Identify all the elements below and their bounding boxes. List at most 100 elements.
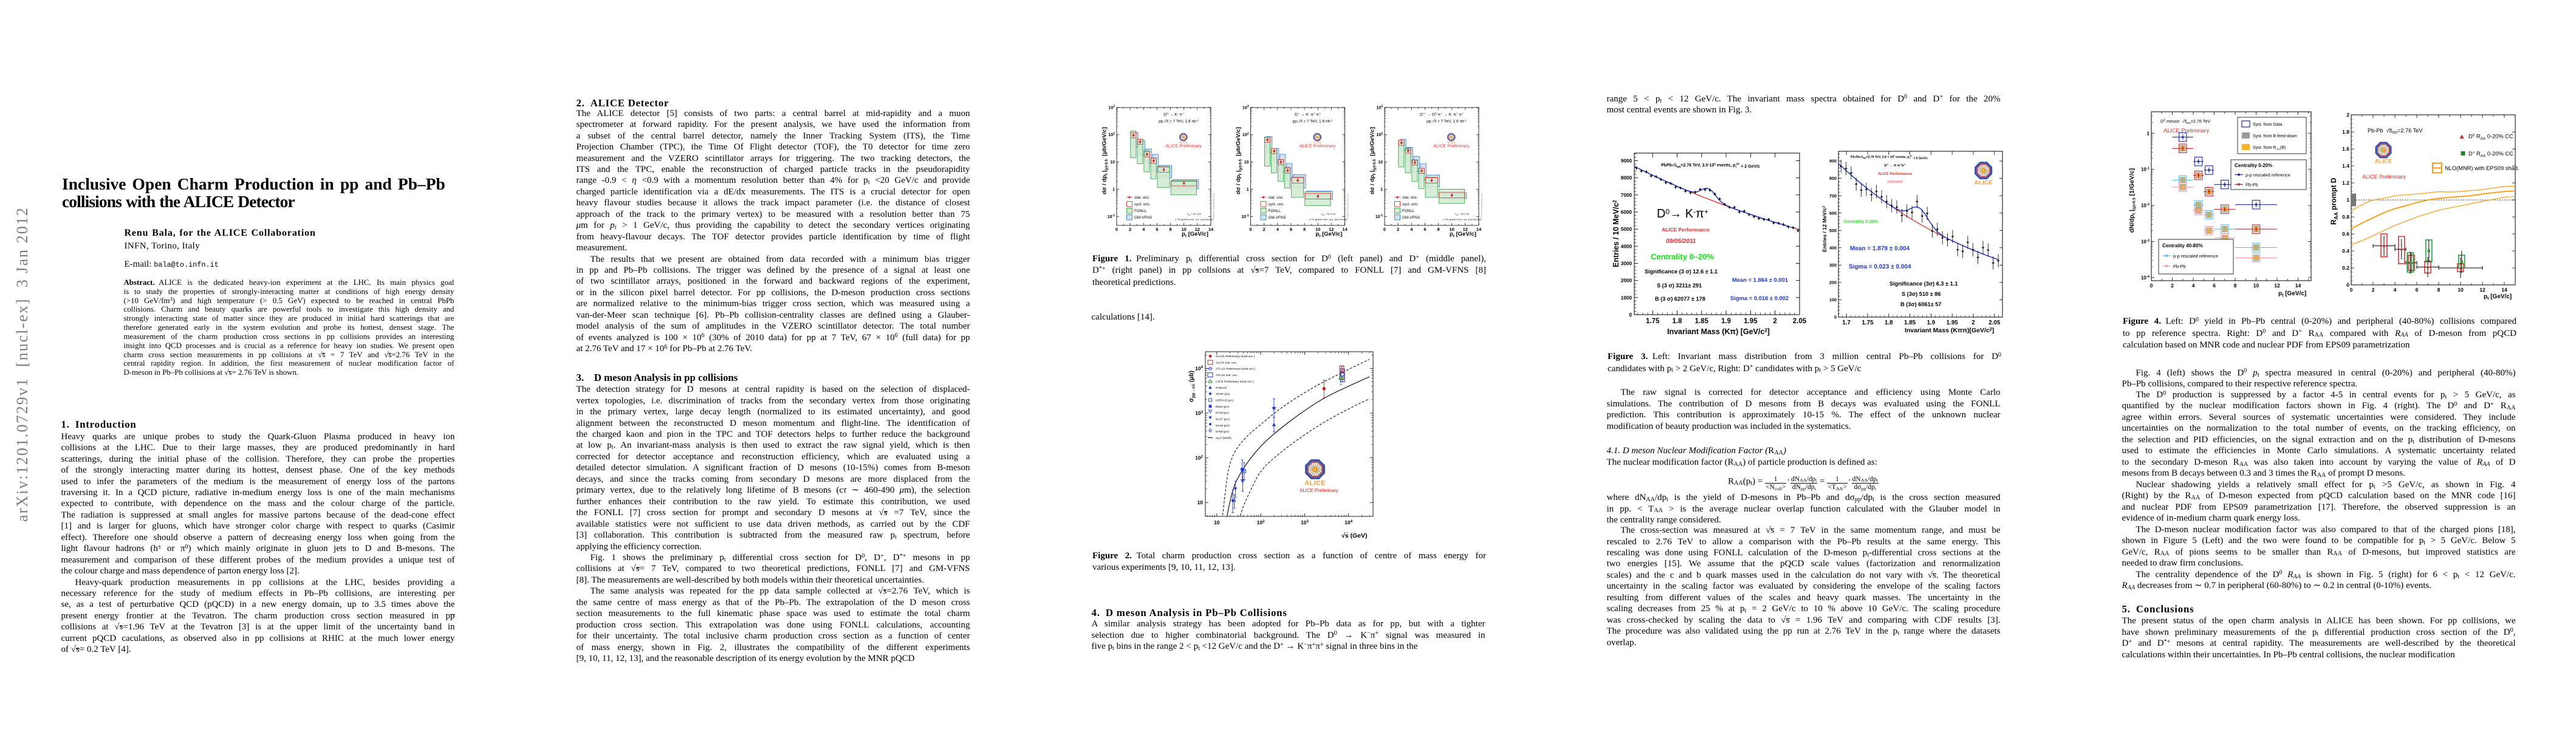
svg-text:σpp→cc̅ (μb): σpp→cc̅ (μb) <box>1188 371 1196 402</box>
svg-text:12: 12 <box>1195 227 1200 232</box>
svg-text:0: 0 <box>2350 287 2353 293</box>
svg-text:8: 8 <box>2234 282 2237 289</box>
svg-text:0.4: 0.4 <box>2342 248 2349 254</box>
svg-text:± 7% global norm. unc. (not sh: ± 7% global norm. unc. (not shown) <box>1175 218 1214 221</box>
svg-text:10: 10 <box>1182 227 1187 232</box>
svg-text:1.9: 1.9 <box>1721 318 1731 325</box>
svg-text:pp,√s̅ = 7 TeV, 1.6 nb-1: pp,√s̅ = 7 TeV, 1.6 nb-1 <box>1427 118 1467 123</box>
svg-text:Invariant Mass (Kππ)[GeV/c2]: Invariant Mass (Kππ)[GeV/c2] <box>1905 327 1994 334</box>
svg-text:13/05/2011: 13/05/2011 <box>1887 180 1903 184</box>
svg-text:ATLAS Preliminary (total unc.): ATLAS Preliminary (total unc.) <box>1216 368 1256 371</box>
svg-text:√s̅ (GeV): √s̅ (GeV) <box>1341 532 1368 539</box>
svg-text:Syst. from B feed-down: Syst. from B feed-down <box>2253 134 2297 139</box>
svg-text:1.8: 1.8 <box>1673 318 1683 325</box>
svg-text:0: 0 <box>2346 282 2349 288</box>
svg-text:dσ / dpt ||y|<0.5 [μb/GeV/c]: dσ / dpt ||y|<0.5 [μb/GeV/c] <box>1235 127 1243 194</box>
svg-text:2: 2 <box>1397 227 1399 232</box>
svg-text:103: 103 <box>1195 410 1203 416</box>
svg-text:1.4: 1.4 <box>2342 163 2349 169</box>
svg-text:2: 2 <box>1773 318 1776 325</box>
svg-text:8000: 8000 <box>1621 176 1632 181</box>
svg-text:6: 6 <box>1290 227 1292 232</box>
svg-text:0: 0 <box>1629 312 1632 318</box>
svg-text:103: 103 <box>1108 105 1115 111</box>
svg-text:103: 103 <box>1301 519 1309 525</box>
svg-text:PWG3-Preliminary-024: PWG3-Preliminary-024 <box>1212 193 1215 219</box>
svg-text:FONLL: FONLL <box>1402 209 1415 213</box>
svg-text:GM-VFNS: GM-VFNS <box>1269 216 1286 220</box>
svg-text:2: 2 <box>1129 227 1131 232</box>
svg-text:NLO (MNR): NLO (MNR) <box>1216 437 1231 440</box>
svg-text:pt [GeV/c]: pt [GeV/c] <box>1316 231 1343 239</box>
svg-text:0: 0 <box>2150 282 2153 289</box>
svg-text:103: 103 <box>1242 105 1249 111</box>
svg-text:8: 8 <box>1303 227 1306 232</box>
svg-text:ALICE Preliminary: ALICE Preliminary <box>2362 174 2406 180</box>
svg-text:p-p rescaled reference: p-p rescaled reference <box>2245 173 2290 178</box>
svg-text:14: 14 <box>1342 227 1348 232</box>
svg-text:S (3 σ) 3211± 291: S (3 σ) 3211± 291 <box>1657 282 1702 289</box>
svg-text:102: 102 <box>1257 519 1265 525</box>
svg-text:10-1: 10-1 <box>1375 214 1383 219</box>
svg-text:500: 500 <box>1829 228 1837 233</box>
svg-text:D+ → K- π+ π+: D+ → K- π+ π+ <box>1295 112 1321 117</box>
svg-text:0: 0 <box>1115 227 1118 232</box>
svg-text:6: 6 <box>1156 227 1158 232</box>
svg-text:Syst. from Data: Syst. from Data <box>2253 123 2282 127</box>
svg-text:pt [GeV/c]: pt [GeV/c] <box>2278 290 2306 298</box>
svg-text:Mean = 1.864 ± 0.001: Mean = 1.864 ± 0.001 <box>1732 276 1788 283</box>
svg-text:12: 12 <box>2479 287 2485 293</box>
svg-text:300: 300 <box>1829 262 1837 268</box>
svg-text:14: 14 <box>1208 227 1214 232</box>
svg-text:12: 12 <box>2274 282 2280 289</box>
svg-text:B (3 σ) 62077 ± 178: B (3 σ) 62077 ± 178 <box>1655 296 1705 302</box>
svg-text:GM-VFNS: GM-VFNS <box>1402 216 1420 220</box>
svg-text:E653 (pA): E653 (pA) <box>1216 405 1229 409</box>
svg-text:2: 2 <box>2346 112 2349 118</box>
svg-text:10: 10 <box>1197 499 1204 505</box>
svg-text:FONLL: FONLL <box>1269 209 1281 213</box>
svg-text:10: 10 <box>1450 227 1454 232</box>
svg-text:Centrality 40-80%: Centrality 40-80% <box>2162 243 2203 248</box>
svg-text:E769 (pA): E769 (pA) <box>1216 430 1229 434</box>
svg-text:FONLL: FONLL <box>1134 209 1147 213</box>
svg-text:1.8: 1.8 <box>1885 320 1893 326</box>
svg-text:2000: 2000 <box>1621 278 1632 284</box>
svg-text:ALICE Performance: ALICE Performance <box>1662 227 1710 233</box>
svg-text:09/05/2011: 09/05/2011 <box>1666 238 1696 245</box>
svg-text:Pb-Pb: Pb-Pb <box>2245 182 2258 188</box>
svg-text:1000: 1000 <box>1621 295 1632 301</box>
svg-text:ALICE Performance: ALICE Performance <box>1878 173 1913 176</box>
svg-text:4: 4 <box>1410 227 1413 232</box>
svg-text:700: 700 <box>1829 193 1837 199</box>
svg-text:LHCb Preliminary (total unc.): LHCb Preliminary (total unc.) <box>1216 380 1254 383</box>
svg-text:RAA prompt D: RAA prompt D <box>2329 177 2339 225</box>
svg-text:GM-VFNS: GM-VFNS <box>1134 216 1152 220</box>
svg-text:10-2: 10-2 <box>2141 203 2150 208</box>
svg-text:σint = 62.3 nb: σint = 62.3 nb <box>1187 213 1202 216</box>
svg-text:1.85: 1.85 <box>1904 320 1916 326</box>
svg-text:pt [GeV/c]: pt [GeV/c] <box>1450 231 1476 239</box>
svg-text:Sigma = 0.016 ± 0.002: Sigma = 0.016 ± 0.002 <box>1730 295 1789 301</box>
svg-text:9000: 9000 <box>1621 159 1632 164</box>
svg-text:NLO(MNR) with EPS09 shad.: NLO(MNR) with EPS09 shad. <box>2445 165 2519 171</box>
svg-text:12: 12 <box>1463 227 1468 232</box>
svg-text:NA16 (pA): NA16 (pA) <box>1216 424 1230 428</box>
svg-text:14: 14 <box>2501 287 2507 293</box>
svg-text:E743 (pA): E743 (pA) <box>1216 411 1229 415</box>
svg-text:102: 102 <box>1376 132 1383 138</box>
svg-text:syst. unc.: syst. unc. <box>1269 202 1285 207</box>
svg-text:0.6: 0.6 <box>2342 231 2349 237</box>
svg-text:104: 104 <box>1195 365 1203 371</box>
svg-text:10: 10 <box>1244 160 1249 165</box>
svg-text:ALICE Preliminary (total unc.): ALICE Preliminary (total unc.) <box>1216 355 1255 358</box>
svg-text:800: 800 <box>1829 176 1837 181</box>
svg-text:1: 1 <box>1380 188 1383 192</box>
svg-text:6000: 6000 <box>1621 210 1632 215</box>
svg-text:pt [GeV/c]: pt [GeV/c] <box>2484 293 2512 301</box>
svg-text:D*+ → D0 π+ → K- π+ π+: D*+ → D0 π+ → K- π+ π+ <box>1420 112 1464 117</box>
svg-text:dσ / dpt ||y|<0.5 [μb/GeV/c]: dσ / dpt ||y|<0.5 [μb/GeV/c] <box>1369 127 1377 194</box>
svg-text:2.05: 2.05 <box>1989 320 2001 326</box>
svg-text:pp,√s̅ = 7 TeV, 1.6 nb-1: pp,√s̅ = 7 TeV, 1.6 nb-1 <box>1159 118 1199 123</box>
svg-text:4000: 4000 <box>1621 244 1632 249</box>
